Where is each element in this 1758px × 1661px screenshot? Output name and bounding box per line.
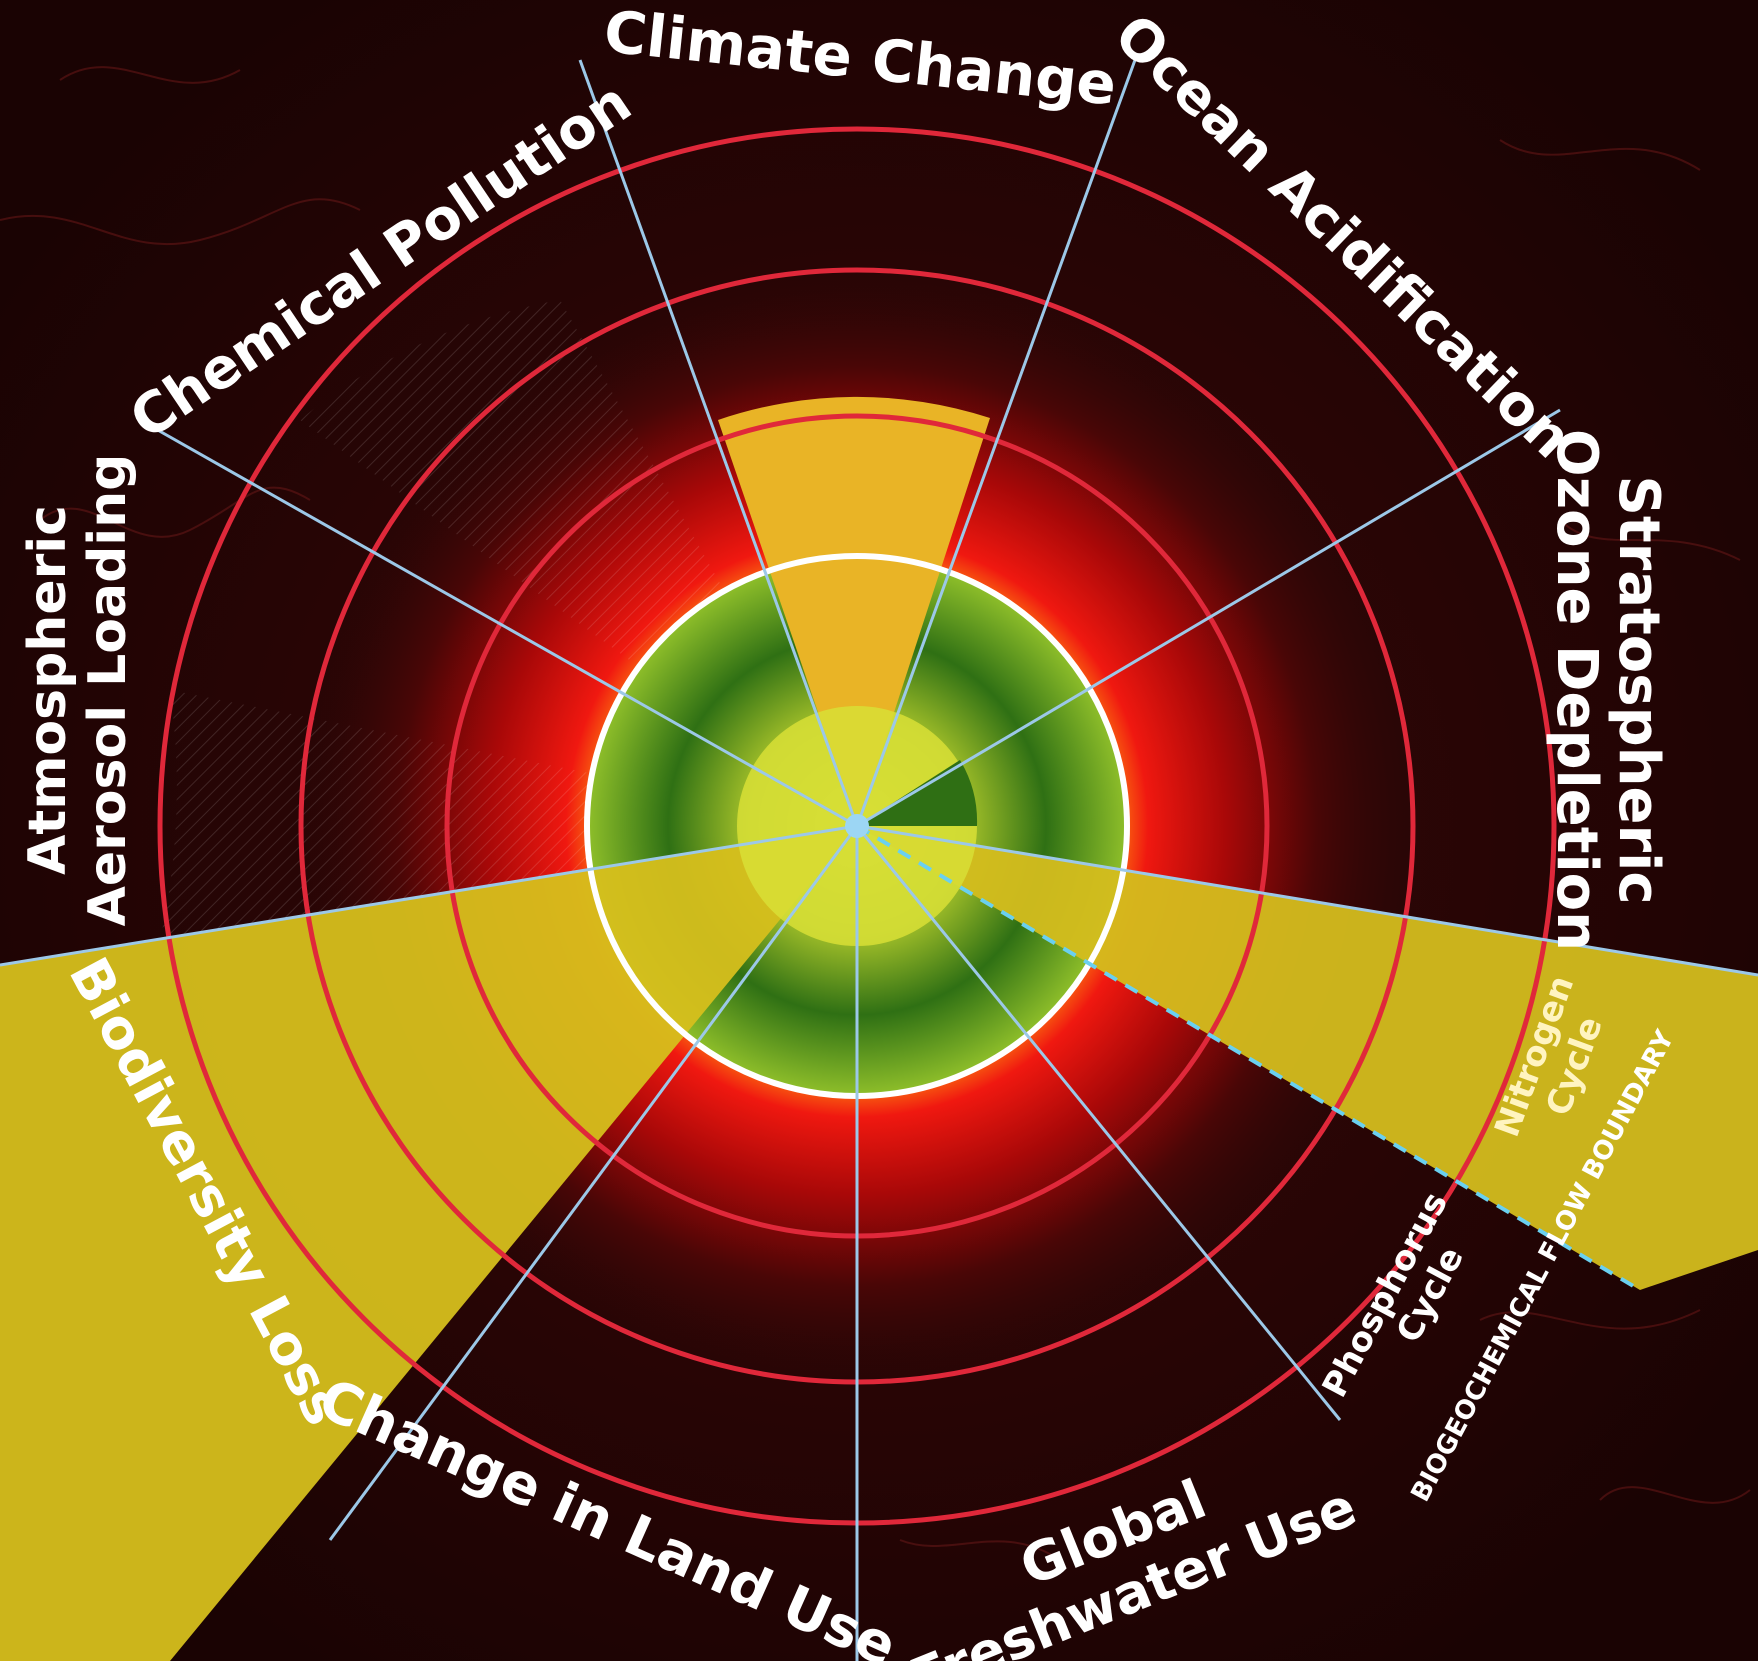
- nitrogen-dashed-boundary: [855, 824, 1642, 1292]
- climate-change-wedge: [718, 396, 990, 826]
- biodiversity-loss-wedge: [0, 826, 857, 1661]
- label-aerosol-line2: Aerosol Loading: [78, 454, 138, 927]
- label-ozone-line2: Ozone Depletion: [1544, 429, 1609, 951]
- label-aerosol-line1: Atmospheric: [18, 505, 78, 875]
- aerosol-hatch-sector: [160, 690, 857, 940]
- label-ozone-line1: Stratospheric: [1606, 475, 1671, 904]
- vein-texture: [0, 66, 1751, 1561]
- nitrogen-cycle-wedge: [857, 826, 1758, 1290]
- sector-spokes: [0, 59, 1758, 1661]
- center-point: [845, 814, 869, 838]
